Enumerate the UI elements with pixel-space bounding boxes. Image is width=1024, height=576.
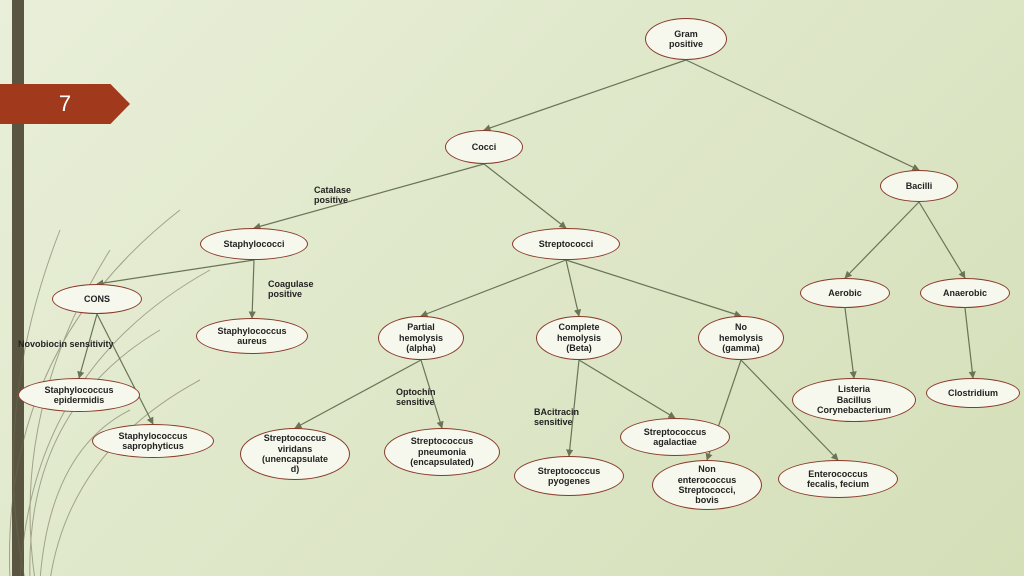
page-number: 7	[59, 91, 71, 117]
node-nonentero: NonenterococcusStreptococci,bovis	[652, 460, 762, 510]
node-entero: Enterococcusfecalis, fecium	[778, 460, 898, 498]
node-aerobic: Aerobic	[800, 278, 890, 308]
node-nohemo: Nohemolysis(gamma)	[698, 316, 784, 360]
node-clostridium: Clostridium	[926, 378, 1020, 408]
node-sagalactiae: Streptococcusagalactiae	[620, 418, 730, 456]
edge-anaerobic-clostridium	[965, 308, 973, 378]
edge-bacilli-aerobic	[845, 202, 919, 278]
edge-strep-nohemo	[566, 260, 741, 316]
edge-gram-cocci	[484, 60, 686, 130]
edge-cocci-strep	[484, 164, 566, 228]
edge-strep-partial	[421, 260, 566, 316]
edge-label-2: Novobiocin sensitivity	[18, 340, 114, 350]
node-gram: Grampositive	[645, 18, 727, 60]
node-staph: Staphylococci	[200, 228, 308, 260]
node-anaerobic: Anaerobic	[920, 278, 1010, 308]
page-number-badge: 7	[0, 84, 130, 124]
node-sepi: Staphylococcusepidermidis	[18, 378, 140, 412]
edge-cocci-staph	[254, 164, 484, 228]
node-bacilli: Bacilli	[880, 170, 958, 202]
edge-label-4: BAcitracinsensitive	[534, 408, 579, 428]
node-saureus: Staphylococcusaureus	[196, 318, 308, 354]
node-sviridans: Streptococcusviridans(unencapsulated)	[240, 428, 350, 480]
edge-label-1: Coagulasepositive	[268, 280, 314, 300]
node-complete: Completehemolysis(Beta)	[536, 316, 622, 360]
node-cons: CONS	[52, 284, 142, 314]
edge-label-3: Optochinsensitive	[396, 388, 436, 408]
edge-aerobic-listeria	[845, 308, 854, 378]
edge-complete-sagalactiae	[579, 360, 675, 418]
node-listeria: ListeriaBacillusCorynebacterium	[792, 378, 916, 422]
node-ssapro: Staphylococcussaprophyticus	[92, 424, 214, 458]
decorative-grass	[0, 150, 240, 576]
edge-staph-cons	[97, 260, 254, 284]
edge-bacilli-anaerobic	[919, 202, 965, 278]
edge-label-0: Catalasepositive	[314, 186, 351, 206]
edge-staph-saureus	[252, 260, 254, 318]
node-spyogenes: Streptococcuspyogenes	[514, 456, 624, 496]
edge-strep-complete	[566, 260, 579, 316]
node-spneumo: Streptococcuspneumonia(encapsulated)	[384, 428, 500, 476]
node-strep: Streptococci	[512, 228, 620, 260]
slide: 7 Grampositive Cocci Bacilli Staphylococci S…	[0, 0, 1024, 576]
node-partial: Partialhemolysis(alpha)	[378, 316, 464, 360]
edge-gram-bacilli	[686, 60, 919, 170]
node-cocci: Cocci	[445, 130, 523, 164]
